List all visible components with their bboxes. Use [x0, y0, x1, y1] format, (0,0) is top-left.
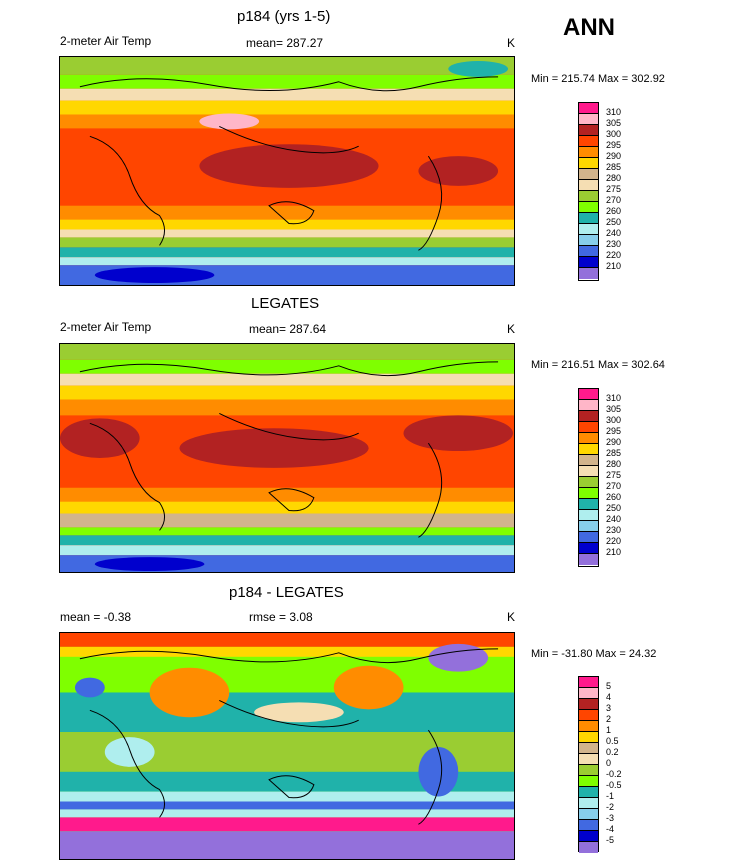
panel1-cbar-label: 295	[606, 140, 622, 150]
panel1-cbar-label: 260	[606, 206, 622, 216]
panel3-map	[59, 632, 515, 860]
panel2-cbar-label: 285	[606, 448, 622, 458]
panel2-cbar-label: 260	[606, 492, 622, 502]
panel3-cbar-label: 0	[606, 758, 612, 768]
panel2-variable-label: 2-meter Air Temp	[60, 320, 152, 334]
panel1-cbar-label: 240	[606, 228, 622, 238]
panel1-cbar-label: 290	[606, 151, 622, 161]
panel1-cbar-label: 300	[606, 129, 622, 139]
panel2-cbar-label: 210	[606, 547, 622, 557]
panel2-map	[59, 343, 515, 573]
panel1-cbar-label: 220	[606, 250, 622, 260]
panel3-cbar-label: 4	[606, 692, 612, 702]
panel2-minmax: Min = 216.51 Max = 302.64	[531, 359, 665, 371]
panel3-title: p184 - LEGATES	[229, 584, 344, 601]
panel1-mean-label: mean= 287.27	[246, 36, 324, 50]
panel2-cbar-label: 305	[606, 404, 622, 414]
panel3-map-canvas	[60, 633, 514, 859]
panel1-cbar-label: 305	[606, 118, 622, 128]
panel2-cbar-label: 250	[606, 503, 622, 513]
panel2-cbar-label: 275	[606, 470, 622, 480]
panel3-cbar-label: 1	[606, 725, 612, 735]
panel1-cbar-label: 285	[606, 162, 622, 172]
panel3-mean-label: mean = -0.38	[60, 610, 132, 624]
panel2-cbar-label: 295	[606, 426, 622, 436]
panel2-cbar-label: 270	[606, 481, 622, 491]
panel3-cbar-label: 3	[606, 703, 612, 713]
panel3-rmse-label: rmse = 3.08	[249, 610, 313, 624]
panel3-cbar-label: 0.5	[606, 736, 619, 746]
panel2-cbar-label: 220	[606, 536, 622, 546]
panel1-colorbar	[578, 102, 599, 281]
panel2-mean-label: mean= 287.64	[249, 322, 327, 336]
panel1-cbar-label: 270	[606, 195, 622, 205]
panel1-units-label: K	[507, 36, 516, 50]
panel1-cbar-label: 275	[606, 184, 622, 194]
panel1-map	[59, 56, 515, 286]
panel3-cbar-label: 2	[606, 714, 612, 724]
panel2-units-label: K	[507, 322, 516, 336]
panel3-cbar-label: -4	[606, 824, 615, 834]
panel1-cbar-label: 310	[606, 107, 622, 117]
panel3-cbar-label: -5	[606, 835, 615, 845]
panel3-minmax: Min = -31.80 Max = 24.32	[531, 648, 657, 660]
season-label: ANN	[563, 14, 615, 41]
panel3-cbar-label: -0.5	[606, 780, 622, 790]
panel2-title: LEGATES	[251, 295, 320, 312]
panel3-cbar-label: -3	[606, 813, 615, 823]
panel2-cbar-label: 300	[606, 415, 622, 425]
panel1-cbar-label: 250	[606, 217, 622, 227]
panel3-cbar-label: -0.2	[606, 769, 622, 779]
panel3-colorbar	[578, 676, 599, 853]
panel1-map-canvas	[60, 57, 514, 285]
panel2-cbar-label: 240	[606, 514, 622, 524]
panel1-cbar-label: 230	[606, 239, 622, 249]
panel1-variable-label: 2-meter Air Temp	[60, 34, 152, 48]
panel2-cbar-label: 230	[606, 525, 622, 535]
panel3-units-label: K	[507, 610, 516, 624]
panel2-cbar-label: 310	[606, 393, 622, 403]
panel2-map-canvas	[60, 344, 514, 572]
panel2-cbar-label: 290	[606, 437, 622, 447]
panel1-cbar-label: 280	[606, 173, 622, 183]
panel2-cbar-label: 280	[606, 459, 622, 469]
panel1-minmax: Min = 215.74 Max = 302.92	[531, 73, 665, 85]
panel3-cbar-label: -2	[606, 802, 615, 812]
panel3-cbar-label: -1	[606, 791, 615, 801]
panel2-colorbar	[578, 388, 599, 567]
panel3-cbar-label: 0.2	[606, 747, 619, 757]
panel3-cbar-label: 5	[606, 681, 612, 691]
panel1-cbar-label: 210	[606, 261, 622, 271]
panel1-title: p184 (yrs 1-5)	[237, 8, 331, 25]
